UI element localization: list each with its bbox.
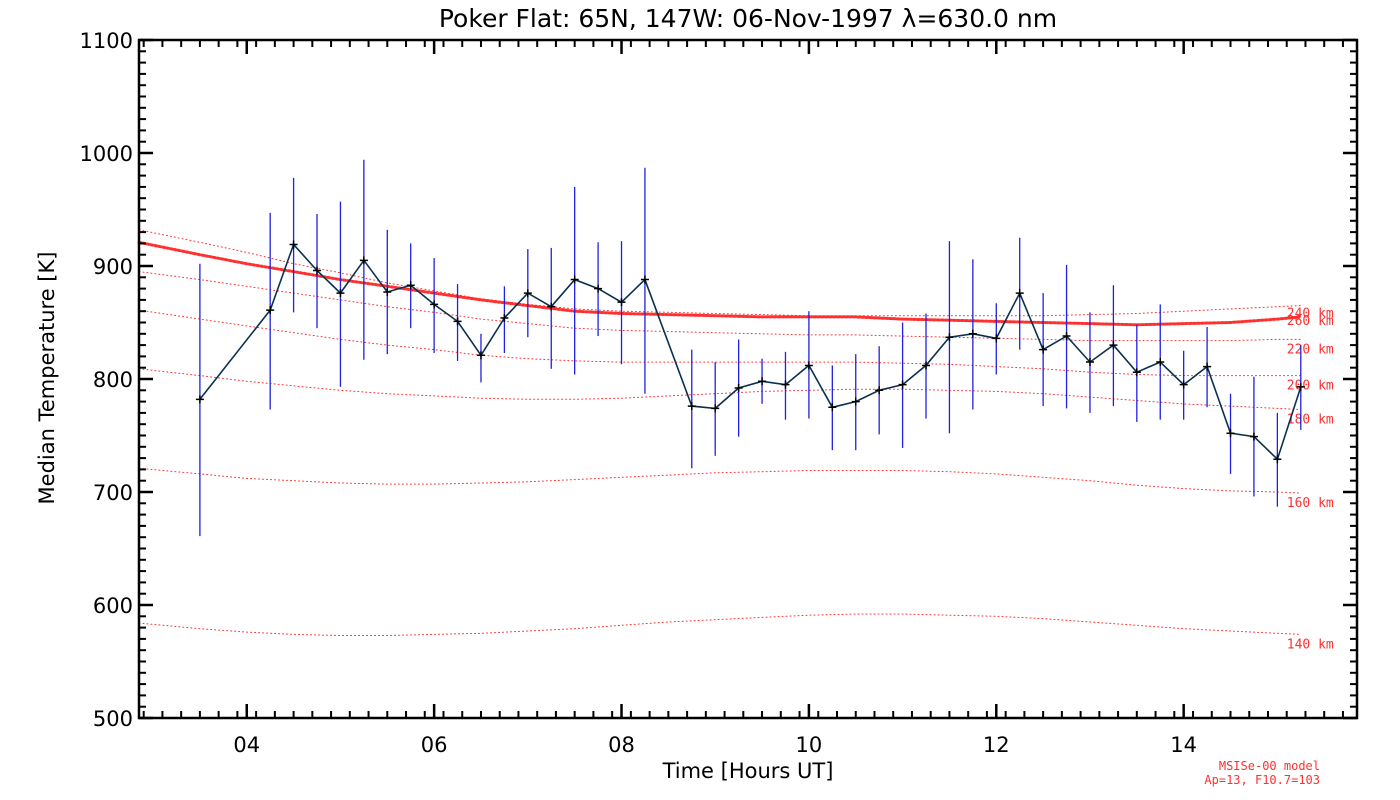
x-axis-label: Time [Hours UT]	[662, 759, 834, 783]
data-point	[313, 266, 322, 275]
data-point	[898, 380, 907, 389]
model-curve-160-km	[138, 467, 1302, 494]
error-bars-group	[199, 159, 1302, 537]
data-point	[617, 298, 626, 307]
model-label-140-km: 140 km	[1287, 637, 1334, 652]
x-tick-label: 14	[1170, 733, 1197, 757]
y-tick-label: 700	[93, 481, 133, 505]
data-point	[1296, 382, 1305, 391]
data-point	[828, 403, 837, 412]
data-point	[1273, 455, 1282, 464]
data-point	[195, 395, 204, 404]
data-point	[523, 289, 532, 298]
data-point	[687, 402, 696, 411]
y-axis-label: Median Temperature [K]	[35, 252, 59, 505]
data-point	[968, 329, 977, 338]
data-point	[570, 275, 579, 284]
model-note-line-2: Ap=13, F10.7=103	[1204, 773, 1320, 787]
data-point	[851, 397, 860, 406]
data-point	[406, 281, 415, 290]
x-tick-label: 08	[608, 733, 635, 757]
plot-frame	[137, 38, 1359, 720]
data-point	[430, 300, 439, 309]
data-point	[1249, 432, 1258, 441]
y-tick-label: 800	[93, 368, 133, 392]
data-point	[1226, 429, 1235, 438]
observed-line	[199, 242, 1302, 461]
data-point	[640, 275, 649, 284]
data-point	[383, 287, 392, 296]
model-curves-group	[137, 229, 1303, 636]
model-label-200-km: 200 km	[1287, 379, 1334, 394]
model-curve-240-km	[138, 229, 1302, 317]
model-label-240-km: 240 km	[1287, 307, 1334, 322]
data-point	[1179, 380, 1188, 389]
data-point	[804, 361, 813, 370]
data-point	[336, 289, 345, 298]
data-point	[711, 404, 720, 413]
data-point	[1132, 368, 1141, 377]
data-point	[500, 313, 509, 322]
data-point	[1203, 362, 1212, 371]
y-tick-label: 600	[93, 594, 133, 618]
data-point	[359, 256, 368, 265]
data-point	[266, 306, 275, 315]
observed-series-group	[195, 240, 1305, 464]
data-point	[781, 380, 790, 389]
data-point	[547, 302, 556, 311]
y-tick-label: 900	[93, 255, 133, 279]
x-tick-label: 10	[796, 733, 823, 757]
model-note-line-1: MSISe-00 model	[1219, 759, 1320, 773]
model-curve-260-km	[137, 240, 1303, 327]
data-point	[476, 351, 485, 360]
data-point	[1156, 358, 1165, 367]
data-point	[1039, 345, 1048, 354]
x-tick-label: 04	[233, 733, 260, 757]
data-point	[1109, 341, 1118, 350]
model-label-160-km: 160 km	[1287, 496, 1334, 511]
data-point	[922, 361, 931, 370]
data-point	[289, 240, 298, 249]
axes-group: 500 600 700 800 900 1000 1100 04 06 08 10 12 14	[80, 29, 1359, 757]
model-curve-220-km	[138, 271, 1302, 342]
y-tick-label: 500	[93, 707, 133, 731]
y-tick-label: 1100	[80, 29, 133, 53]
data-point	[758, 377, 767, 386]
data-point	[594, 284, 603, 293]
data-point	[1085, 358, 1094, 367]
chart-title: Poker Flat: 65N, 147W: 06-Nov-1997 λ=630…	[439, 4, 1057, 33]
data-point	[453, 317, 462, 326]
data-point	[734, 384, 743, 393]
data-point	[992, 334, 1001, 343]
y-tick-label: 1000	[80, 142, 133, 166]
model-label-220-km: 220 km	[1287, 342, 1334, 357]
x-tick-label: 12	[983, 733, 1010, 757]
model-curve-200-km	[138, 309, 1302, 377]
data-point	[1062, 332, 1071, 341]
model-label-180-km: 180 km	[1287, 413, 1334, 428]
model-label-260-km: 260 km	[1287, 314, 1334, 329]
model-curve-140-km	[138, 613, 1302, 636]
data-point	[875, 386, 884, 395]
data-point	[945, 333, 954, 342]
x-tick-label: 06	[421, 733, 448, 757]
data-point	[1015, 289, 1024, 298]
